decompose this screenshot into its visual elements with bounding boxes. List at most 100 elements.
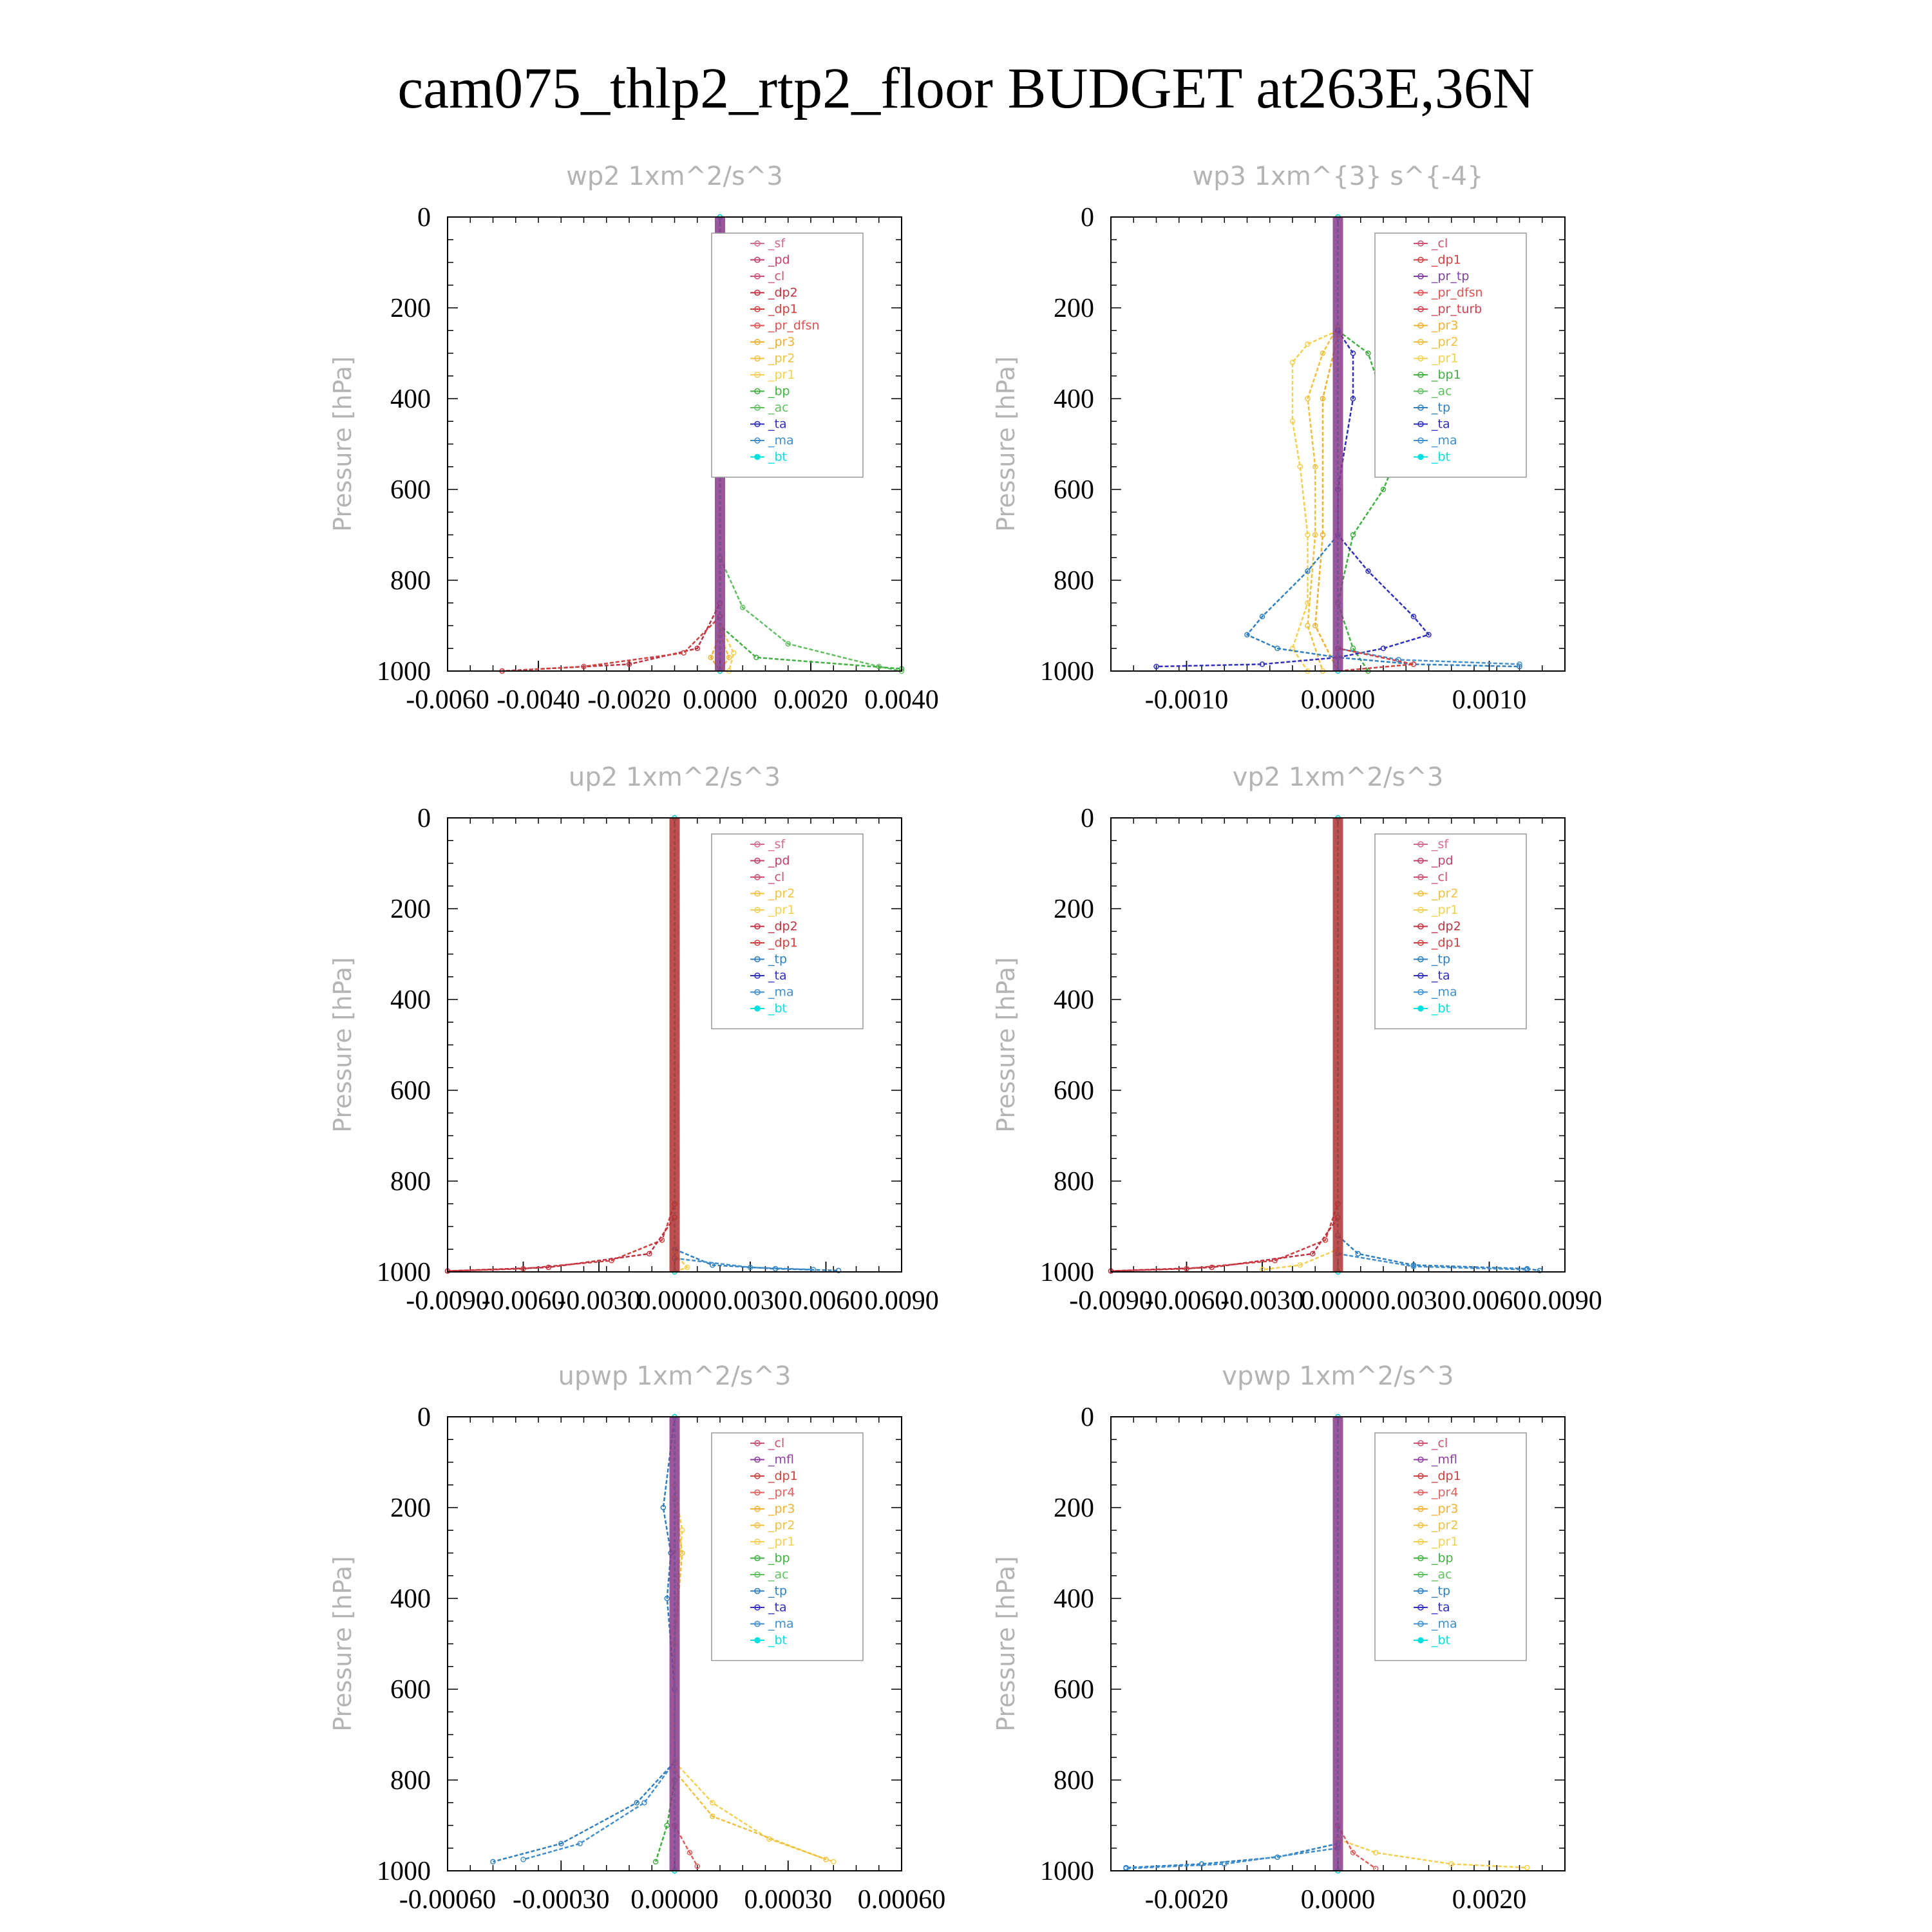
legend-entry: _dp1 <box>1431 253 1461 267</box>
zero-profiles <box>669 818 680 1272</box>
legend-marker <box>1417 890 1424 897</box>
y-tick-label: 200 <box>390 895 431 924</box>
data-point <box>1537 1267 1543 1274</box>
x-tick-label: 0.0000 <box>1301 1286 1376 1316</box>
legend-marker <box>1417 989 1424 996</box>
x-tick-label: -0.0060 <box>1145 1286 1229 1316</box>
y-tick-label: 200 <box>390 294 431 323</box>
data-point <box>1209 1264 1215 1271</box>
data-point <box>1350 1850 1356 1856</box>
legend-marker <box>1417 306 1424 312</box>
data-point <box>1355 1251 1361 1257</box>
legend-entry: _tp <box>1431 952 1450 967</box>
y-tick-label: 800 <box>1054 566 1094 596</box>
data-point <box>490 1859 496 1865</box>
legend-marker <box>754 890 761 897</box>
legend-marker <box>754 989 761 996</box>
legend-marker <box>754 956 761 963</box>
panel-vp2: vp2 1xm^2/s^3 Pressure [hPa] 0 200 400 600 800… <box>992 762 1602 1316</box>
zero-profiles <box>1332 818 1343 1272</box>
legend-entry: _ma <box>1431 433 1457 448</box>
legend-entry: _dp1 <box>768 936 798 950</box>
data-point <box>1320 395 1326 402</box>
data-point <box>1259 661 1265 667</box>
data-point <box>1305 532 1311 538</box>
data-point <box>1350 532 1356 538</box>
y-tick-label: 1000 <box>377 1258 431 1287</box>
panel-vpwp: vpwp 1xm^2/s^3 Pressure [hPa] 0 200 400 600 80… <box>992 1361 1566 1915</box>
series-line <box>493 1416 676 1863</box>
x-tick-label: 0.0090 <box>864 1286 939 1316</box>
data-point <box>1410 661 1417 667</box>
legend-entry: _pr3 <box>768 1502 795 1516</box>
y-tick-label: 1000 <box>1040 657 1094 687</box>
data-point <box>1305 600 1311 606</box>
data-point <box>1350 395 1356 402</box>
legend-entry: _pr2 <box>1431 887 1458 901</box>
legend-entry: _dp2 <box>768 286 798 300</box>
legend-entry: _ma <box>768 1617 794 1631</box>
legend-marker <box>1417 453 1424 460</box>
series-line <box>1314 335 1339 672</box>
legend-entry: _pr2 <box>768 352 795 366</box>
legend-marker <box>1417 339 1424 345</box>
series-line <box>447 818 676 1272</box>
legend-entry: _ac <box>1431 1567 1452 1582</box>
data-point <box>1373 1850 1379 1856</box>
legend-marker <box>754 940 761 946</box>
legend-marker <box>1417 907 1424 913</box>
y-tick-label: 600 <box>390 1675 431 1705</box>
legend-marker <box>754 1456 761 1463</box>
data-point <box>823 1857 829 1862</box>
legend-entry: _pd <box>1431 854 1454 868</box>
legend-entry: _ma <box>1431 985 1457 999</box>
x-tick-label: 0.0030 <box>713 1286 788 1316</box>
data-point <box>1524 1864 1530 1871</box>
data-point <box>558 1841 564 1846</box>
series-line <box>1337 1235 1540 1272</box>
y-tick-label: 0 <box>1081 804 1094 833</box>
y-axis-label: Pressure [hPa] <box>328 1556 357 1732</box>
legend-box <box>1374 232 1527 478</box>
legend-marker <box>1417 355 1424 362</box>
legend-entry: _bt <box>1431 1633 1450 1647</box>
series-line <box>1337 330 1399 672</box>
x-tick-label: 0.0020 <box>773 685 848 715</box>
legend-marker <box>1417 1637 1424 1643</box>
series-line <box>1338 1253 1528 1271</box>
data-point <box>1274 645 1280 651</box>
legend-entry: _pr1 <box>1431 903 1458 917</box>
panel-title: up2 1xm^2/s^3 <box>569 762 781 792</box>
legend-entry: _dp1 <box>1431 1469 1461 1483</box>
series-line <box>674 1257 813 1271</box>
legend-marker <box>1417 1555 1424 1562</box>
data-point <box>1312 464 1318 469</box>
series-line <box>523 1761 676 1861</box>
data-point <box>664 1595 670 1602</box>
y-axis-label: Pressure [hPa] <box>992 957 1020 1133</box>
legend-entry: _tp <box>1431 1584 1450 1598</box>
plot-frame <box>447 1416 902 1871</box>
x-tick-label: 0.0010 <box>1452 685 1527 715</box>
series-line <box>674 1824 698 1867</box>
y-tick-label: 400 <box>1054 1584 1094 1614</box>
legend-entry: _cl <box>1431 1436 1448 1450</box>
data-point <box>1517 661 1522 667</box>
x-tick-label: -0.0020 <box>1145 1885 1229 1915</box>
legend-marker <box>1417 372 1424 378</box>
panel-title: upwp 1xm^2/s^3 <box>558 1361 791 1391</box>
y-tick-label: 200 <box>1054 1493 1094 1523</box>
y-tick-label: 400 <box>390 384 431 414</box>
x-tick-label: -0.0030 <box>557 1286 641 1316</box>
y-tick-label: 0 <box>417 203 431 232</box>
legend-box <box>711 232 864 478</box>
legend-entry: _cl <box>768 269 784 283</box>
y-tick-label: 600 <box>1054 475 1094 505</box>
x-tick-label: -0.0060 <box>482 1286 565 1316</box>
legend-entry: _bt <box>1431 1001 1450 1016</box>
data-point <box>747 1264 753 1271</box>
legend-marker <box>1417 1440 1424 1446</box>
legend-entry: _dp1 <box>1431 936 1461 950</box>
legend-entry: _pr2 <box>768 1519 795 1533</box>
legend: _cl _dp1 _pr_tp _pr_dfsn _pr_turb _pr3 _pr2 _pr… <box>1374 232 1527 478</box>
